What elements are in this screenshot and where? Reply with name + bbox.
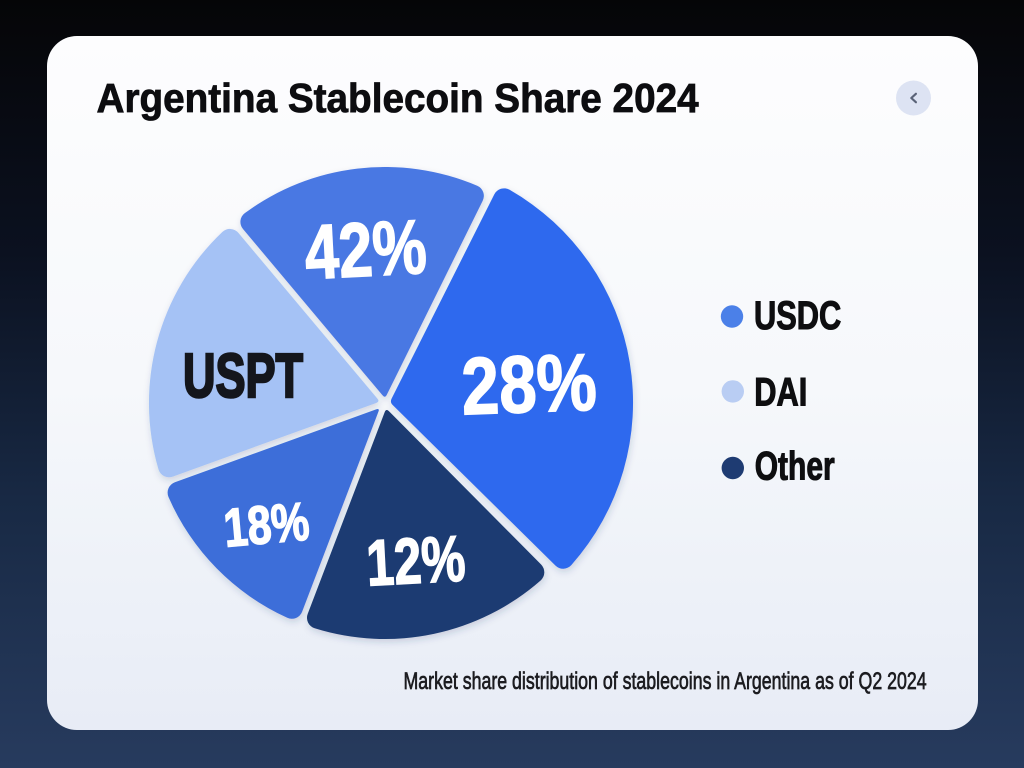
svg-text:Market share distribution of s: Market share distribution of stablecoins… bbox=[404, 669, 927, 695]
svg-text:Argentina Stablecoin Share 202: Argentina Stablecoin Share 2024 bbox=[97, 76, 699, 121]
svg-text:USPT: USPT bbox=[183, 342, 303, 411]
svg-text:DAI: DAI bbox=[754, 370, 807, 415]
svg-text:Other: Other bbox=[755, 444, 835, 488]
svg-text:USDC: USDC bbox=[754, 293, 841, 338]
svg-text:12%: 12% bbox=[365, 523, 467, 600]
svg-text:42%: 42% bbox=[303, 203, 429, 296]
svg-text:28%: 28% bbox=[460, 337, 598, 432]
svg-text:18%: 18% bbox=[221, 492, 311, 559]
